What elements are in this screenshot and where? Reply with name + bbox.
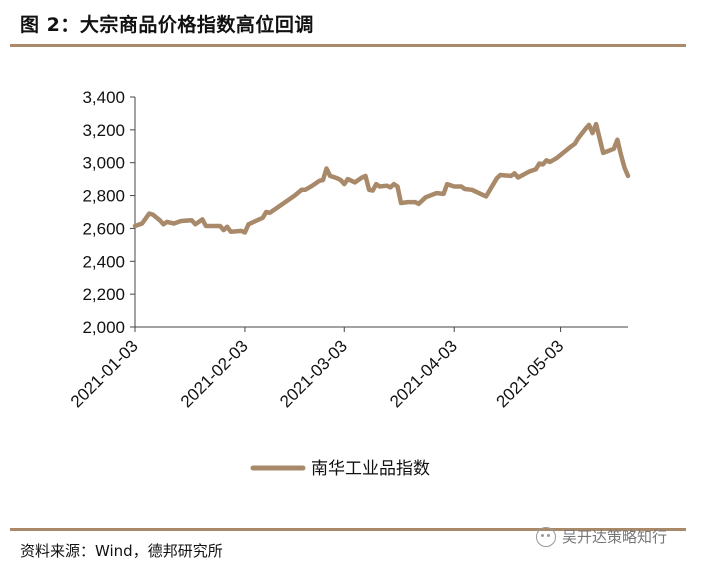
watermark-text: 吴开达策略知行 — [562, 528, 668, 546]
y-tick-label: 2,600 — [82, 219, 125, 238]
y-tick-label: 3,000 — [82, 154, 125, 173]
y-tick-label: 2,400 — [82, 252, 125, 271]
legend-label: 南华工业品指数 — [311, 459, 430, 479]
watermark: 吴开达策略知行 — [536, 526, 667, 547]
x-tick-label: 2021-05-03 — [493, 336, 568, 411]
x-tick-label: 2021-01-03 — [67, 336, 142, 411]
y-tick-label: 3,400 — [82, 88, 125, 107]
title-divider — [10, 44, 686, 47]
y-tick-label: 2,800 — [82, 187, 125, 206]
wechat-icon — [536, 526, 556, 547]
y-tick-label: 2,000 — [82, 318, 125, 337]
x-tick-label: 2021-04-03 — [386, 336, 461, 411]
x-tick-label: 2021-02-03 — [177, 336, 252, 411]
x-tick-label: 2021-03-03 — [276, 336, 351, 411]
footer-divider — [10, 528, 686, 531]
source-note: 资料来源：Wind，德邦研究所 — [20, 542, 223, 560]
figure-title: 图 2：大宗商品价格指数高位回调 — [20, 14, 314, 36]
y-tick-label: 3,200 — [82, 121, 125, 140]
series-line-nanhua — [132, 121, 631, 235]
y-tick-label: 2,200 — [82, 285, 125, 304]
